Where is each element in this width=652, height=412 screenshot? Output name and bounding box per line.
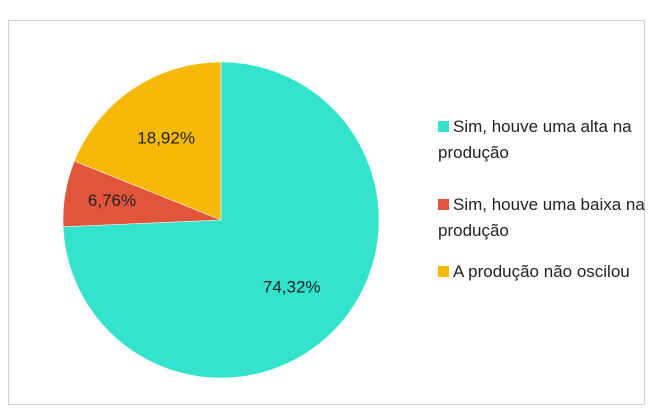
data-label: 74,32% bbox=[263, 277, 321, 296]
legend-swatch bbox=[438, 266, 449, 277]
chart-border bbox=[8, 20, 645, 405]
data-label: 6,76% bbox=[88, 191, 136, 210]
legend-label: Sim, houve uma alta na produção bbox=[438, 117, 632, 162]
legend-item: Sim, houve uma baixa na produção bbox=[438, 192, 648, 244]
legend-swatch bbox=[438, 199, 449, 210]
legend-item: Sim, houve uma alta na produção bbox=[438, 114, 648, 166]
data-label: 18,92% bbox=[137, 128, 195, 147]
legend-item: A produção não oscilou bbox=[438, 259, 648, 285]
pie-slice bbox=[74, 61, 222, 221]
legend-label: Sim, houve uma baixa na produção bbox=[438, 195, 645, 240]
legend-swatch bbox=[438, 121, 449, 132]
legend-label: A produção não oscilou bbox=[453, 262, 630, 281]
